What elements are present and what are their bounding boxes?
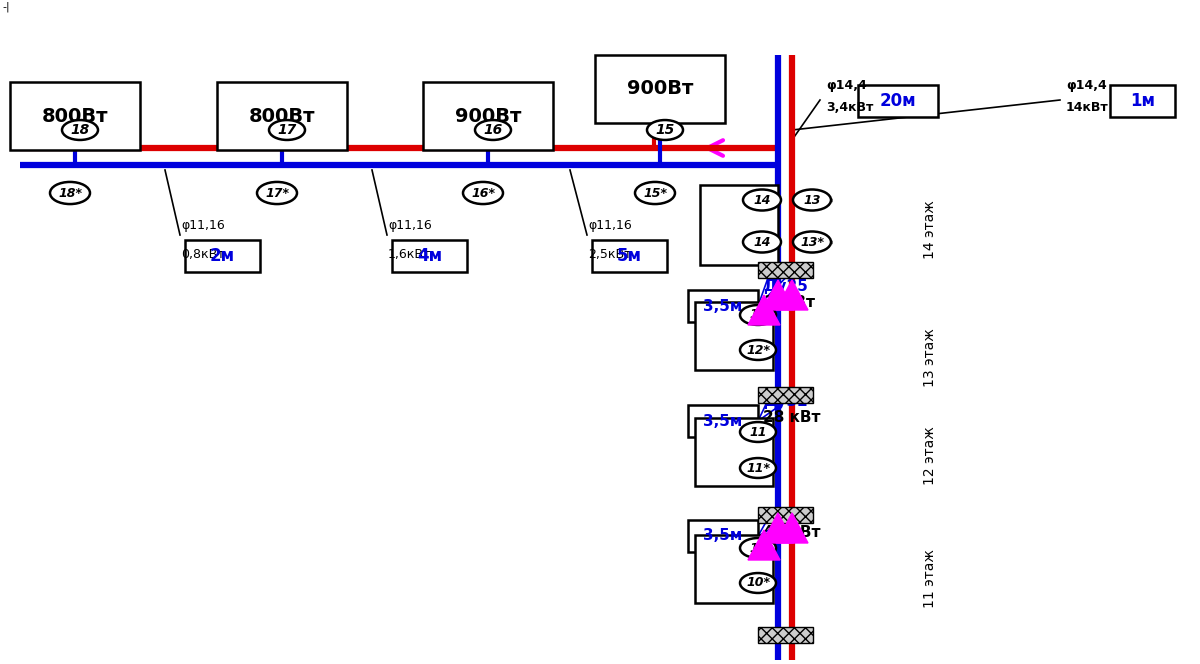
Text: 1,6кВт: 1,6кВт	[388, 248, 431, 261]
Text: 5м: 5м	[617, 247, 642, 265]
Text: 20м: 20м	[880, 92, 917, 110]
Text: 12*: 12*	[746, 343, 770, 357]
Text: 17*: 17*	[265, 187, 289, 199]
Text: φ14,4: φ14,4	[826, 79, 866, 92]
Bar	[10, 82, 140, 150]
Bar	[592, 240, 667, 272]
Bar	[688, 405, 758, 437]
Bar	[695, 535, 773, 603]
Bar	[700, 185, 778, 265]
Text: 3,5м: 3,5м	[703, 414, 743, 428]
Bar	[688, 290, 758, 322]
Text: 10*: 10*	[746, 576, 770, 590]
Circle shape	[793, 189, 830, 210]
Text: 16: 16	[484, 123, 503, 137]
Text: 3,5м: 3,5м	[703, 529, 743, 544]
Text: 13 этаж: 13 этаж	[923, 329, 937, 387]
Bar	[758, 627, 814, 643]
Text: 10: 10	[749, 542, 767, 554]
Text: 16*: 16*	[472, 187, 496, 199]
Polygon shape	[762, 280, 794, 310]
Text: 4м: 4м	[416, 247, 442, 265]
Circle shape	[743, 232, 781, 252]
Text: 13: 13	[803, 193, 821, 207]
Circle shape	[257, 182, 298, 204]
Polygon shape	[776, 513, 808, 543]
Text: 14: 14	[754, 236, 770, 248]
Text: φ11,16: φ11,16	[588, 219, 631, 232]
Bar	[595, 55, 725, 123]
Circle shape	[793, 232, 830, 252]
Text: 18: 18	[71, 123, 90, 137]
Text: 12 этаж: 12 этаж	[923, 426, 937, 485]
Circle shape	[743, 189, 781, 210]
Text: 18*: 18*	[58, 187, 82, 199]
Text: 800Вт: 800Вт	[42, 106, 108, 125]
Text: 42 кВт: 42 кВт	[763, 525, 821, 540]
Circle shape	[740, 422, 776, 442]
Text: 2м: 2м	[210, 247, 235, 265]
Text: 11 этаж: 11 этаж	[923, 548, 937, 608]
Text: 3,4кВт: 3,4кВт	[826, 102, 874, 114]
Circle shape	[740, 538, 776, 558]
Text: φ11,16: φ11,16	[388, 219, 432, 232]
Bar	[695, 302, 773, 370]
Text: 14 этаж: 14 этаж	[923, 201, 937, 260]
Bar	[392, 240, 467, 272]
Text: 11: 11	[749, 426, 767, 438]
Text: 13*: 13*	[800, 236, 824, 248]
Circle shape	[740, 573, 776, 593]
Bar	[858, 85, 938, 117]
Circle shape	[647, 120, 683, 140]
Circle shape	[740, 305, 776, 325]
Bar	[688, 520, 758, 552]
Bar	[424, 82, 553, 150]
Bar	[1110, 85, 1175, 117]
Text: 900Вт: 900Вт	[626, 80, 694, 98]
Circle shape	[740, 458, 776, 478]
Circle shape	[740, 340, 776, 360]
Text: 900Вт: 900Вт	[455, 106, 521, 125]
Text: Ду32: Ду32	[763, 394, 808, 409]
Text: 1м: 1м	[1130, 92, 1154, 110]
Polygon shape	[748, 295, 780, 325]
Text: 11*: 11*	[746, 461, 770, 475]
Text: Ду32: Ду32	[763, 509, 808, 524]
Circle shape	[62, 120, 98, 140]
Text: -|: -|	[2, 2, 10, 13]
Circle shape	[50, 182, 90, 204]
Text: Ду25: Ду25	[763, 279, 808, 294]
Text: 28 кВт: 28 кВт	[763, 410, 821, 425]
Bar	[758, 387, 814, 403]
Text: 15: 15	[655, 123, 674, 137]
Text: 17: 17	[277, 123, 296, 137]
Text: 14кВт: 14кВт	[1066, 102, 1109, 114]
Circle shape	[269, 120, 305, 140]
Bar	[185, 240, 260, 272]
Polygon shape	[762, 513, 794, 543]
Circle shape	[475, 120, 511, 140]
Circle shape	[463, 182, 503, 204]
Polygon shape	[748, 530, 780, 560]
Text: 14: 14	[754, 193, 770, 207]
Text: 3,5м: 3,5м	[703, 299, 743, 313]
Text: 15*: 15*	[643, 187, 667, 199]
Circle shape	[635, 182, 674, 204]
Bar	[217, 82, 347, 150]
Bar	[758, 507, 814, 523]
Text: 0,8кВт: 0,8кВт	[181, 248, 224, 261]
Text: φ14,4: φ14,4	[1066, 79, 1106, 92]
Bar	[695, 418, 773, 486]
Text: 2,5кВт: 2,5кВт	[588, 248, 631, 261]
Bar	[758, 262, 814, 278]
Text: 12: 12	[749, 309, 767, 321]
Text: 800Вт: 800Вт	[248, 106, 316, 125]
Text: φ11,16: φ11,16	[181, 219, 224, 232]
Text: 14кВт: 14кВт	[763, 295, 815, 310]
Polygon shape	[776, 280, 808, 310]
